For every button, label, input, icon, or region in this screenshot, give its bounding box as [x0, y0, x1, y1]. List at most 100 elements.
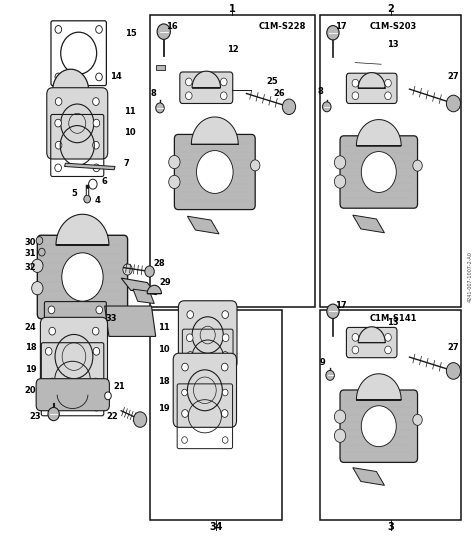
Text: 21: 21	[113, 382, 125, 391]
Polygon shape	[156, 65, 165, 70]
Circle shape	[334, 429, 346, 442]
Text: C1M-S203: C1M-S203	[369, 22, 417, 31]
Circle shape	[55, 98, 62, 105]
Circle shape	[385, 346, 392, 354]
Text: 26: 26	[273, 89, 285, 98]
Circle shape	[352, 92, 359, 100]
Text: 2: 2	[387, 4, 394, 14]
Circle shape	[169, 156, 180, 168]
Text: 19: 19	[25, 365, 36, 375]
Text: 27: 27	[447, 343, 459, 352]
Circle shape	[93, 403, 100, 411]
Circle shape	[32, 259, 43, 273]
FancyBboxPatch shape	[178, 301, 237, 370]
Circle shape	[352, 334, 359, 341]
Polygon shape	[358, 327, 385, 342]
Circle shape	[55, 25, 62, 33]
Circle shape	[447, 95, 461, 112]
Text: 30: 30	[25, 238, 36, 247]
Text: 24: 24	[25, 324, 36, 332]
Polygon shape	[187, 216, 219, 234]
Text: 11: 11	[158, 324, 170, 332]
Circle shape	[145, 266, 155, 277]
Circle shape	[92, 378, 99, 386]
Text: 8: 8	[318, 88, 324, 96]
Circle shape	[182, 409, 188, 417]
Polygon shape	[105, 306, 156, 336]
Circle shape	[156, 103, 164, 113]
Circle shape	[222, 352, 228, 360]
Circle shape	[221, 363, 228, 371]
Circle shape	[221, 409, 228, 417]
Circle shape	[96, 25, 102, 33]
Circle shape	[84, 195, 91, 203]
FancyBboxPatch shape	[36, 379, 109, 411]
Circle shape	[49, 378, 55, 386]
Circle shape	[186, 334, 193, 342]
Circle shape	[187, 352, 193, 360]
Circle shape	[197, 151, 233, 193]
Circle shape	[352, 346, 359, 354]
Circle shape	[96, 306, 102, 314]
Circle shape	[38, 248, 45, 256]
Circle shape	[93, 347, 100, 355]
Circle shape	[36, 261, 43, 269]
Circle shape	[134, 412, 147, 427]
Text: 27: 27	[447, 73, 459, 81]
Text: 17: 17	[335, 301, 346, 310]
Circle shape	[48, 407, 59, 420]
Circle shape	[92, 98, 99, 105]
Circle shape	[327, 304, 339, 319]
Text: 22: 22	[106, 412, 118, 420]
Circle shape	[322, 102, 331, 112]
Circle shape	[222, 334, 229, 342]
Circle shape	[413, 414, 422, 425]
Polygon shape	[356, 120, 401, 146]
Circle shape	[46, 403, 52, 411]
FancyBboxPatch shape	[340, 390, 418, 463]
Circle shape	[49, 327, 55, 335]
Text: 15: 15	[125, 29, 137, 38]
Text: 7: 7	[123, 158, 129, 168]
Circle shape	[93, 119, 100, 127]
Circle shape	[185, 78, 192, 86]
Circle shape	[334, 156, 346, 169]
Circle shape	[385, 92, 392, 100]
Circle shape	[222, 311, 228, 319]
Circle shape	[186, 376, 193, 384]
Polygon shape	[53, 69, 89, 90]
Circle shape	[222, 389, 228, 396]
Text: 12: 12	[228, 45, 239, 54]
Circle shape	[48, 362, 55, 370]
Circle shape	[48, 306, 55, 314]
Bar	[319, 14, 462, 307]
FancyBboxPatch shape	[346, 327, 397, 358]
Text: 33: 33	[105, 314, 117, 323]
Text: 4241-007-1007-2-A0: 4241-007-1007-2-A0	[467, 252, 473, 302]
Polygon shape	[64, 163, 115, 170]
Text: 31: 31	[25, 249, 36, 258]
Polygon shape	[353, 215, 384, 233]
Circle shape	[55, 141, 62, 149]
Text: 19: 19	[158, 404, 170, 413]
Polygon shape	[133, 289, 155, 304]
Circle shape	[92, 141, 99, 149]
Bar	[150, 310, 282, 520]
Circle shape	[185, 92, 192, 100]
Text: 8: 8	[150, 89, 156, 98]
Text: 25: 25	[266, 78, 278, 86]
Circle shape	[157, 24, 170, 39]
Circle shape	[36, 237, 43, 244]
Circle shape	[447, 363, 461, 379]
Polygon shape	[121, 278, 156, 295]
FancyBboxPatch shape	[340, 136, 418, 208]
Polygon shape	[56, 214, 109, 245]
Text: 18: 18	[25, 343, 36, 352]
Circle shape	[182, 389, 187, 396]
Text: C1M-S141: C1M-S141	[369, 314, 417, 323]
Text: 11: 11	[124, 107, 136, 116]
Text: 5: 5	[71, 189, 77, 198]
Polygon shape	[356, 374, 401, 400]
FancyBboxPatch shape	[40, 317, 108, 396]
Bar	[319, 310, 462, 520]
